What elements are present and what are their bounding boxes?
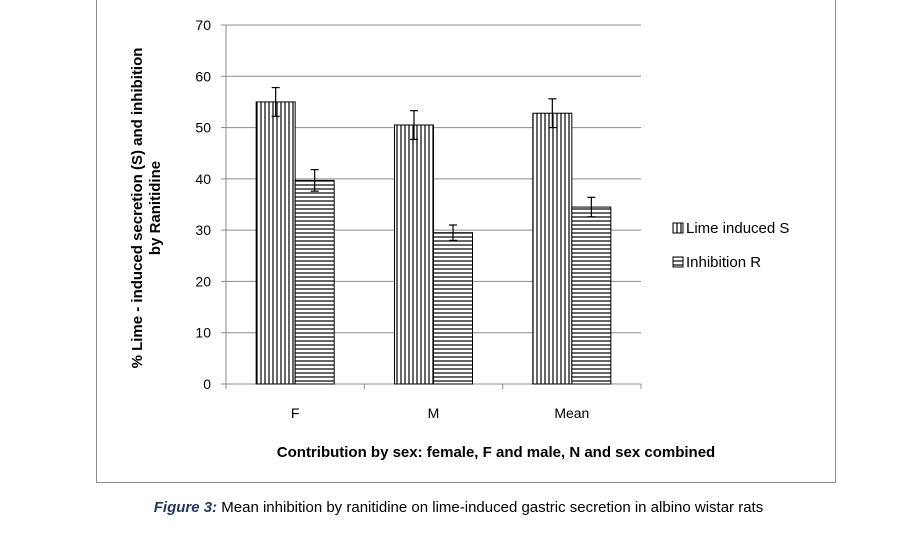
y-tick-label: 30 bbox=[195, 222, 211, 238]
x-axis-title: Contribution by sex: female, F and male,… bbox=[277, 444, 715, 461]
legend-label-inhibition: Inhibition R bbox=[686, 254, 761, 271]
y-tick-labels: 0 10 20 30 40 50 60 70 bbox=[195, 17, 211, 392]
y-tick-label: 70 bbox=[195, 17, 211, 33]
y-axis-title-line2: by Ranitidine bbox=[147, 161, 164, 255]
y-axis-title-line1: % Lime - induced secretion (S) and inhib… bbox=[129, 48, 146, 369]
y-tick-label: 50 bbox=[195, 120, 211, 136]
legend: Lime induced S Inhibition R bbox=[672, 220, 789, 271]
caption-text: Mean inhibition by ranitidine on lime-in… bbox=[217, 499, 764, 516]
legend-label-lime-induced: Lime induced S bbox=[686, 220, 789, 237]
error-bar bbox=[449, 224, 457, 241]
caption-label: Figure 3: bbox=[153, 499, 218, 516]
error-bars bbox=[271, 86, 596, 241]
y-tick-label: 40 bbox=[195, 171, 211, 187]
bar-inhibition-r-f bbox=[294, 179, 335, 385]
x-category-label: Mean bbox=[554, 405, 589, 421]
category-labels: F M Mean bbox=[291, 405, 589, 421]
y-tick-label: 10 bbox=[195, 325, 211, 341]
bar-chart: 0 10 20 30 40 50 60 70 F M Mean Contribution by s… bbox=[129, 17, 789, 461]
y-tick-label: 60 bbox=[195, 68, 211, 84]
bar-lime-induced-s-f bbox=[255, 101, 296, 385]
x-category-label: F bbox=[291, 405, 300, 421]
error-bar bbox=[548, 98, 557, 129]
y-tick-label: 0 bbox=[203, 376, 211, 392]
chart-frame bbox=[96, 0, 836, 483]
bar-lime-induced-s-m bbox=[394, 124, 434, 385]
figure-caption: Figure 3: Mean inhibition by ranitidine … bbox=[0, 499, 917, 516]
error-bar bbox=[410, 110, 418, 140]
bar-lime-induced-s-mean bbox=[532, 112, 573, 385]
y-tick-label: 20 bbox=[195, 273, 211, 289]
bars bbox=[255, 101, 612, 385]
bar-inhibition-r-mean bbox=[571, 206, 612, 385]
bar-inhibition-r-m bbox=[433, 232, 473, 385]
error-bar bbox=[271, 86, 280, 117]
legend-swatch-lime-induced bbox=[672, 222, 684, 234]
error-bar bbox=[587, 196, 596, 218]
error-bar bbox=[310, 169, 319, 192]
y-axis-title: % Lime - induced secretion (S) and inhib… bbox=[129, 48, 164, 369]
x-category-label: M bbox=[428, 405, 440, 421]
legend-swatch-inhibition bbox=[672, 256, 684, 268]
